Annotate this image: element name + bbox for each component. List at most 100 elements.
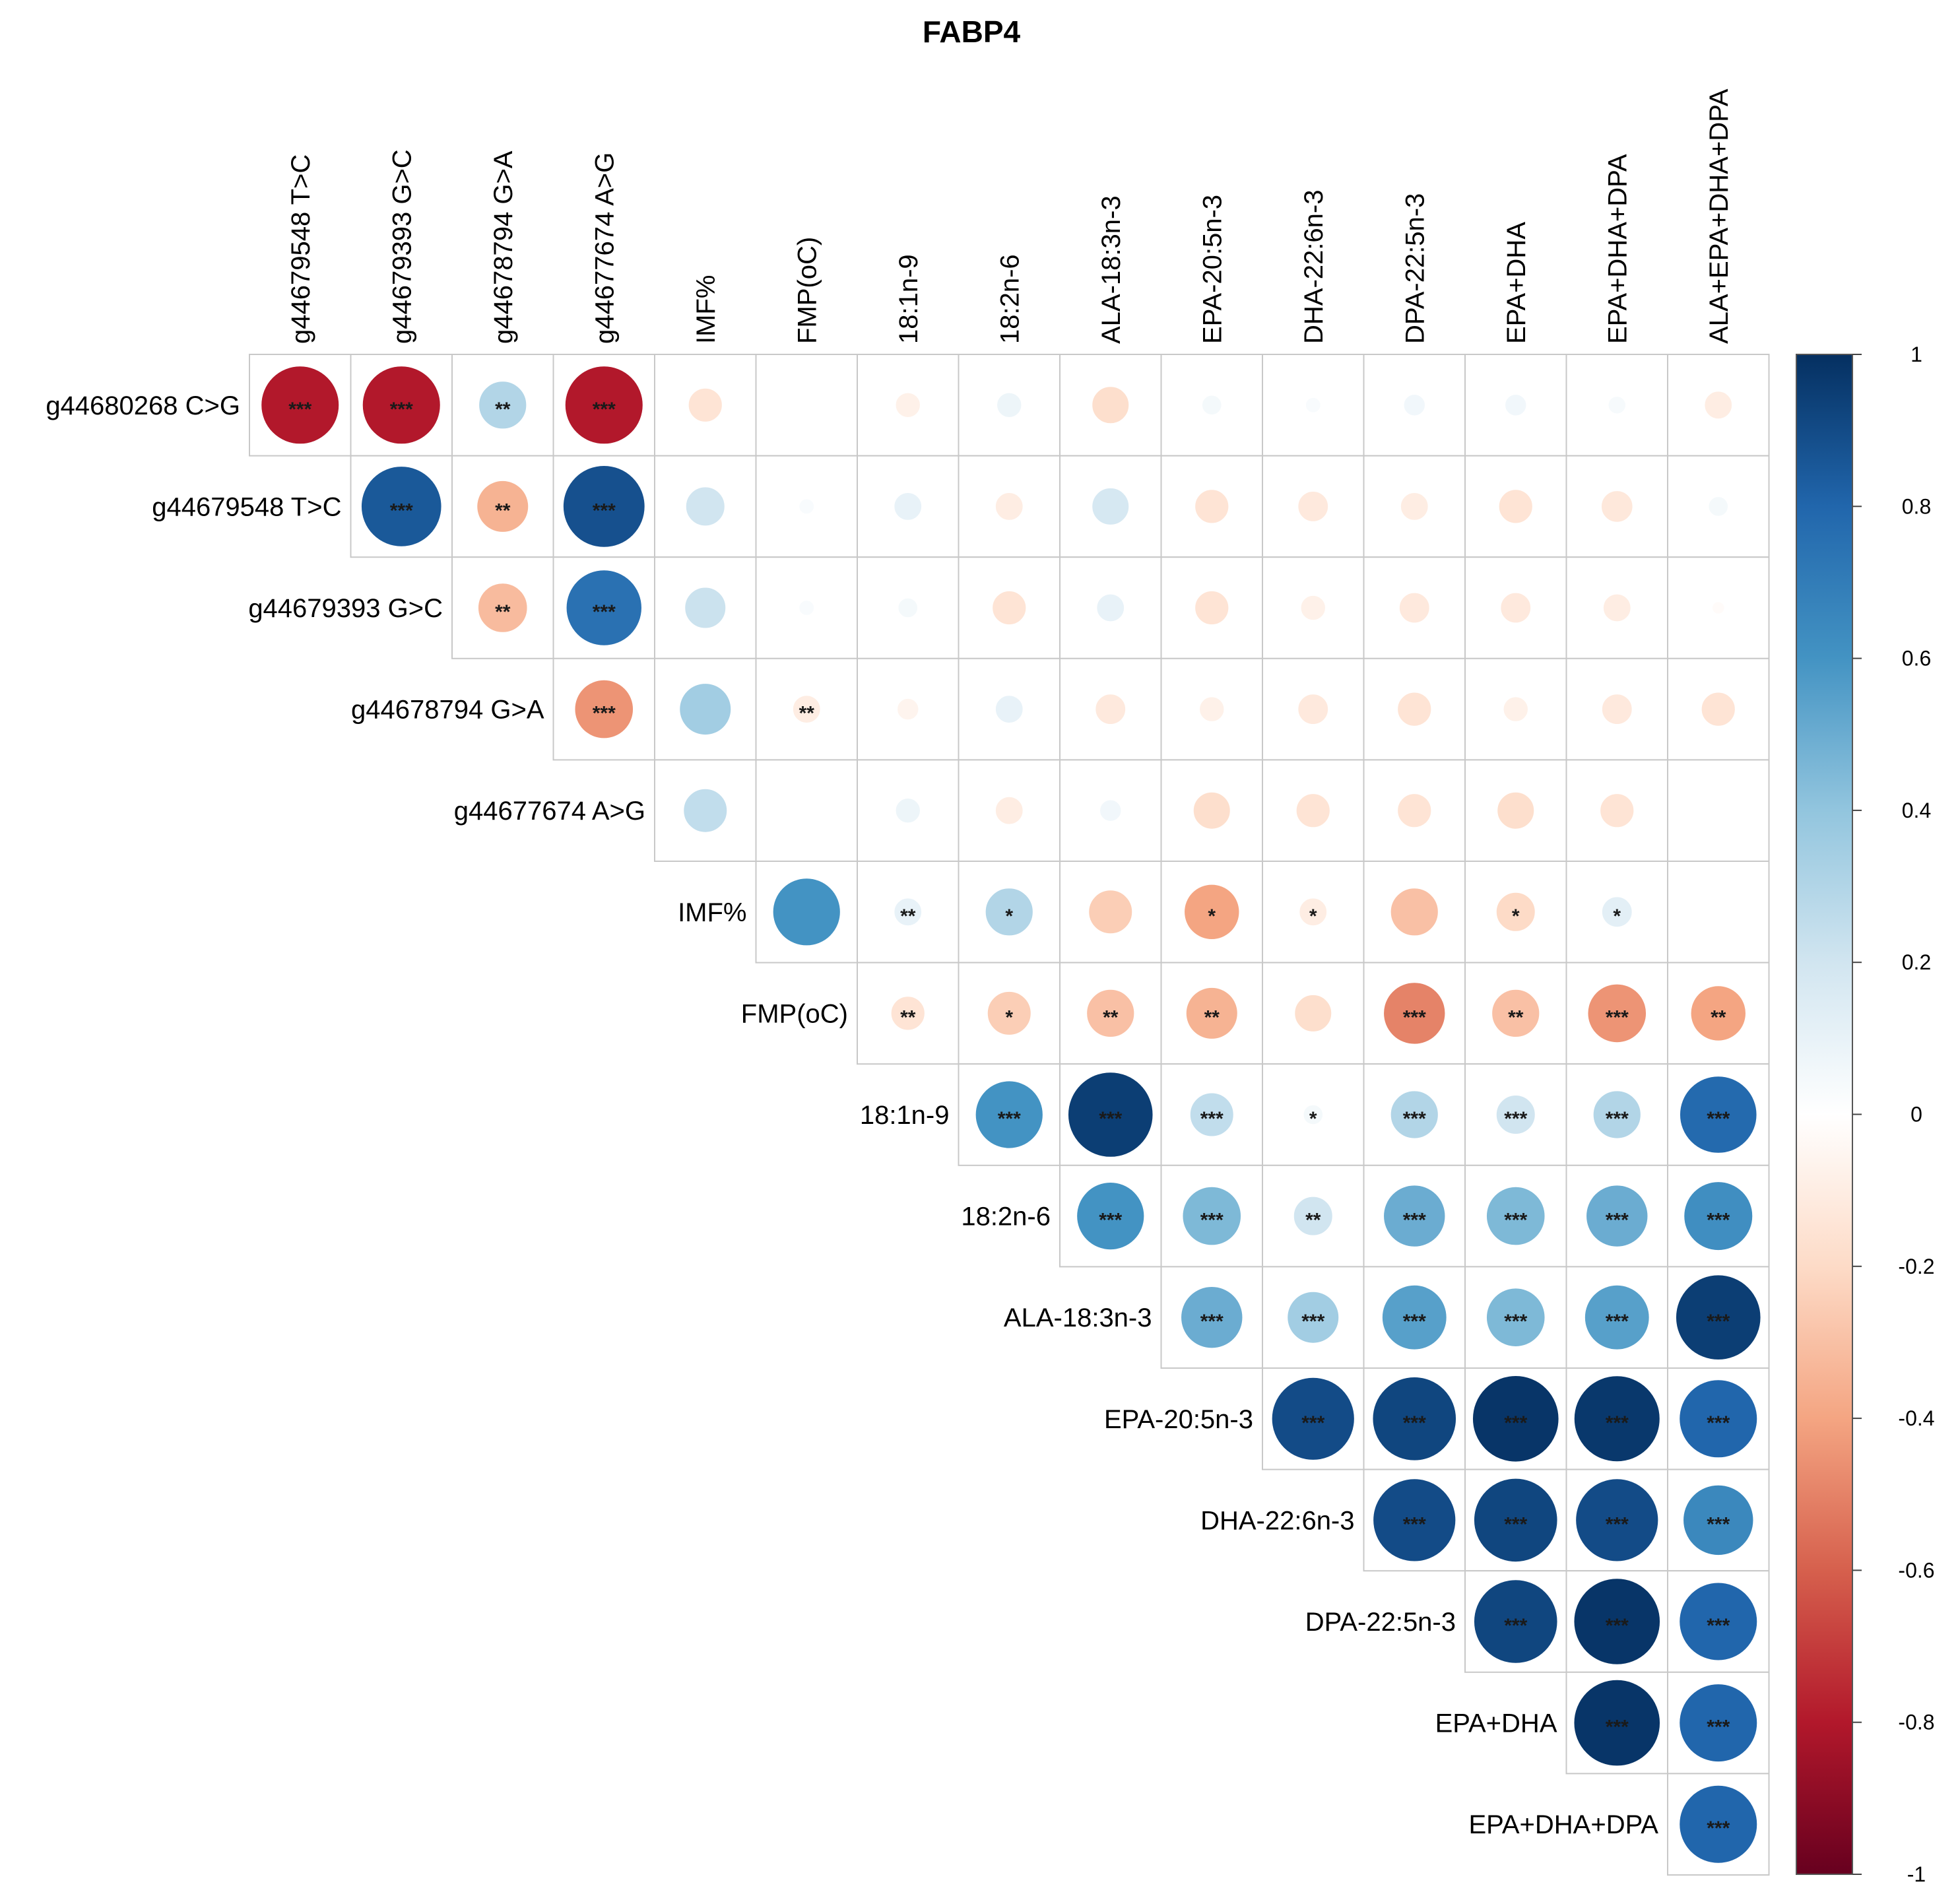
correlation-circle: [477, 583, 528, 633]
significance-star: ***: [390, 500, 413, 521]
correlation-circle: [1584, 1284, 1650, 1350]
correlation-circle: [362, 366, 441, 445]
correlation-circle: [898, 597, 919, 618]
grid-cell: [1363, 556, 1466, 659]
correlation-circle: [772, 878, 841, 946]
column-label-dha-22-6n-3: DHA-22:6n-3: [1299, 190, 1328, 344]
significance-star: ***: [1504, 1311, 1527, 1332]
colorbar-tick-label: -0.8: [1898, 1711, 1934, 1734]
correlation-circle: [1096, 593, 1125, 622]
significance-star: ***: [593, 601, 616, 623]
correlation-circle: [1088, 890, 1133, 935]
row-label-g44677674-a-g: g44677674 A>G: [454, 797, 645, 826]
correlation-circle: [1398, 592, 1430, 624]
colorbar-tick-label: -0.6: [1898, 1558, 1934, 1582]
correlation-circle: [562, 465, 645, 548]
significance-star: ***: [1707, 1412, 1730, 1434]
significance-star: ***: [288, 399, 311, 420]
significance-star: ***: [1606, 1006, 1629, 1028]
column-label-18-1n-9: 18:1n-9: [894, 254, 923, 344]
correlation-circle: [995, 492, 1024, 521]
significance-star: ***: [1707, 1615, 1730, 1637]
colorbar-tick-label: 0: [1911, 1103, 1922, 1127]
correlation-circle: [1373, 1478, 1456, 1562]
significance-star: **: [495, 399, 511, 420]
row-label-imf: IMF%: [678, 898, 746, 927]
correlation-circle: [1486, 1186, 1546, 1246]
grid-cell: [1667, 759, 1770, 863]
correlation-circle: [1076, 1182, 1145, 1251]
colorbar-tick-label: -0.4: [1898, 1406, 1934, 1430]
correlation-circle: [1297, 694, 1329, 725]
correlation-circle: [1293, 1196, 1333, 1236]
significance-star: ***: [1403, 1412, 1426, 1434]
column-label-ala-18-3n-3: ALA-18:3n-3: [1097, 195, 1126, 344]
correlation-circle: [1592, 1090, 1641, 1139]
significance-star: *: [1208, 905, 1216, 927]
correlation-circle: [1300, 595, 1326, 621]
correlation-circle: [987, 991, 1031, 1035]
correlation-circle: [1194, 489, 1229, 524]
correlation-circle: [1708, 496, 1729, 517]
correlation-circle: [975, 1080, 1043, 1149]
colorbar-tick-label: 0.8: [1902, 494, 1931, 518]
column-label-epa-20-5n-3: EPA-20:5n-3: [1198, 195, 1227, 344]
significance-star: **: [1204, 1006, 1220, 1028]
significance-star: ***: [1403, 1210, 1426, 1231]
row-label-fmp-oc: FMP(oC): [741, 999, 848, 1028]
grid-cell: [1667, 861, 1770, 964]
correlation-circle: [895, 798, 921, 824]
significance-star: ***: [1707, 1311, 1730, 1332]
significance-star: ***: [1606, 1210, 1629, 1231]
significance-star: ***: [1301, 1311, 1324, 1332]
row-label-epa-dha-dpa: EPA+DHA+DPA: [1468, 1810, 1658, 1839]
column-label-ala-epa-dha-dpa: ALA+EPA+DHA+DPA: [1705, 88, 1734, 344]
correlation-circle: [1601, 694, 1633, 725]
correlation-circle: [1573, 1578, 1661, 1665]
correlation-circle: [1383, 1185, 1446, 1247]
correlation-circle: [1503, 696, 1528, 722]
row-labels: g44680268 C>G g44679548 T>C g44679393 G>C g…: [46, 391, 1658, 1839]
correlation-circle: [1181, 1286, 1243, 1349]
correlation-circle: [1305, 397, 1321, 413]
correlation-circles: [261, 366, 1761, 1864]
correlation-circle: [1679, 1684, 1758, 1763]
column-label-g44677674-a-g: g44677674 A>G: [590, 152, 619, 344]
row-label-18-2n-6: 18:2n-6: [961, 1202, 1051, 1231]
correlation-circle: [1473, 1478, 1558, 1563]
significance-star: ***: [1707, 1513, 1730, 1535]
significance-star: **: [1508, 1006, 1524, 1028]
significance-star: ***: [1200, 1311, 1224, 1332]
significance-star: ***: [1707, 1717, 1730, 1738]
correlation-circle: [574, 679, 634, 739]
significance-star: *: [1309, 905, 1317, 927]
correlation-circle: [1573, 1679, 1661, 1767]
correlation-circle: [685, 486, 725, 527]
colorbar: [1796, 354, 1853, 1875]
correlation-circle: [688, 387, 723, 422]
column-label-epa-dha-dpa: EPA+DHA+DPA: [1603, 154, 1632, 344]
significance-star: **: [1305, 1210, 1321, 1231]
correlation-circle: [1185, 987, 1238, 1039]
row-label-g44680268-c-g: g44680268 C>G: [46, 391, 240, 420]
correlation-circle: [261, 366, 340, 445]
correlation-circle: [1486, 1288, 1546, 1347]
correlation-circle: [890, 996, 925, 1031]
correlation-circle: [1189, 1092, 1234, 1137]
colorbar-tick-label: 0.2: [1902, 950, 1931, 974]
significance-star: **: [900, 1006, 916, 1028]
correlation-circle: [1390, 888, 1439, 936]
correlation-circle: [1472, 1375, 1559, 1462]
grid-cell: [1667, 354, 1770, 457]
row-label-g44678794-g-a: g44678794 G>A: [351, 696, 544, 725]
correlation-circle: [1192, 791, 1231, 830]
colorbar-ticks: 1 0.8 0.6 0.4 0.2 0 -0.2 -0.4 -0.6 -0.8 -1: [1852, 343, 1935, 1886]
significance-star: **: [495, 601, 511, 623]
correlation-circle: [1295, 793, 1330, 828]
correlation-circle: [1092, 386, 1130, 424]
correlation-circle: [1704, 391, 1733, 420]
correlation-circle: [1679, 1785, 1758, 1864]
column-label-g44679548-t-c: g44679548 T>C: [286, 154, 315, 344]
correlation-circle: [1086, 989, 1135, 1038]
significance-star: ***: [1504, 1108, 1527, 1130]
